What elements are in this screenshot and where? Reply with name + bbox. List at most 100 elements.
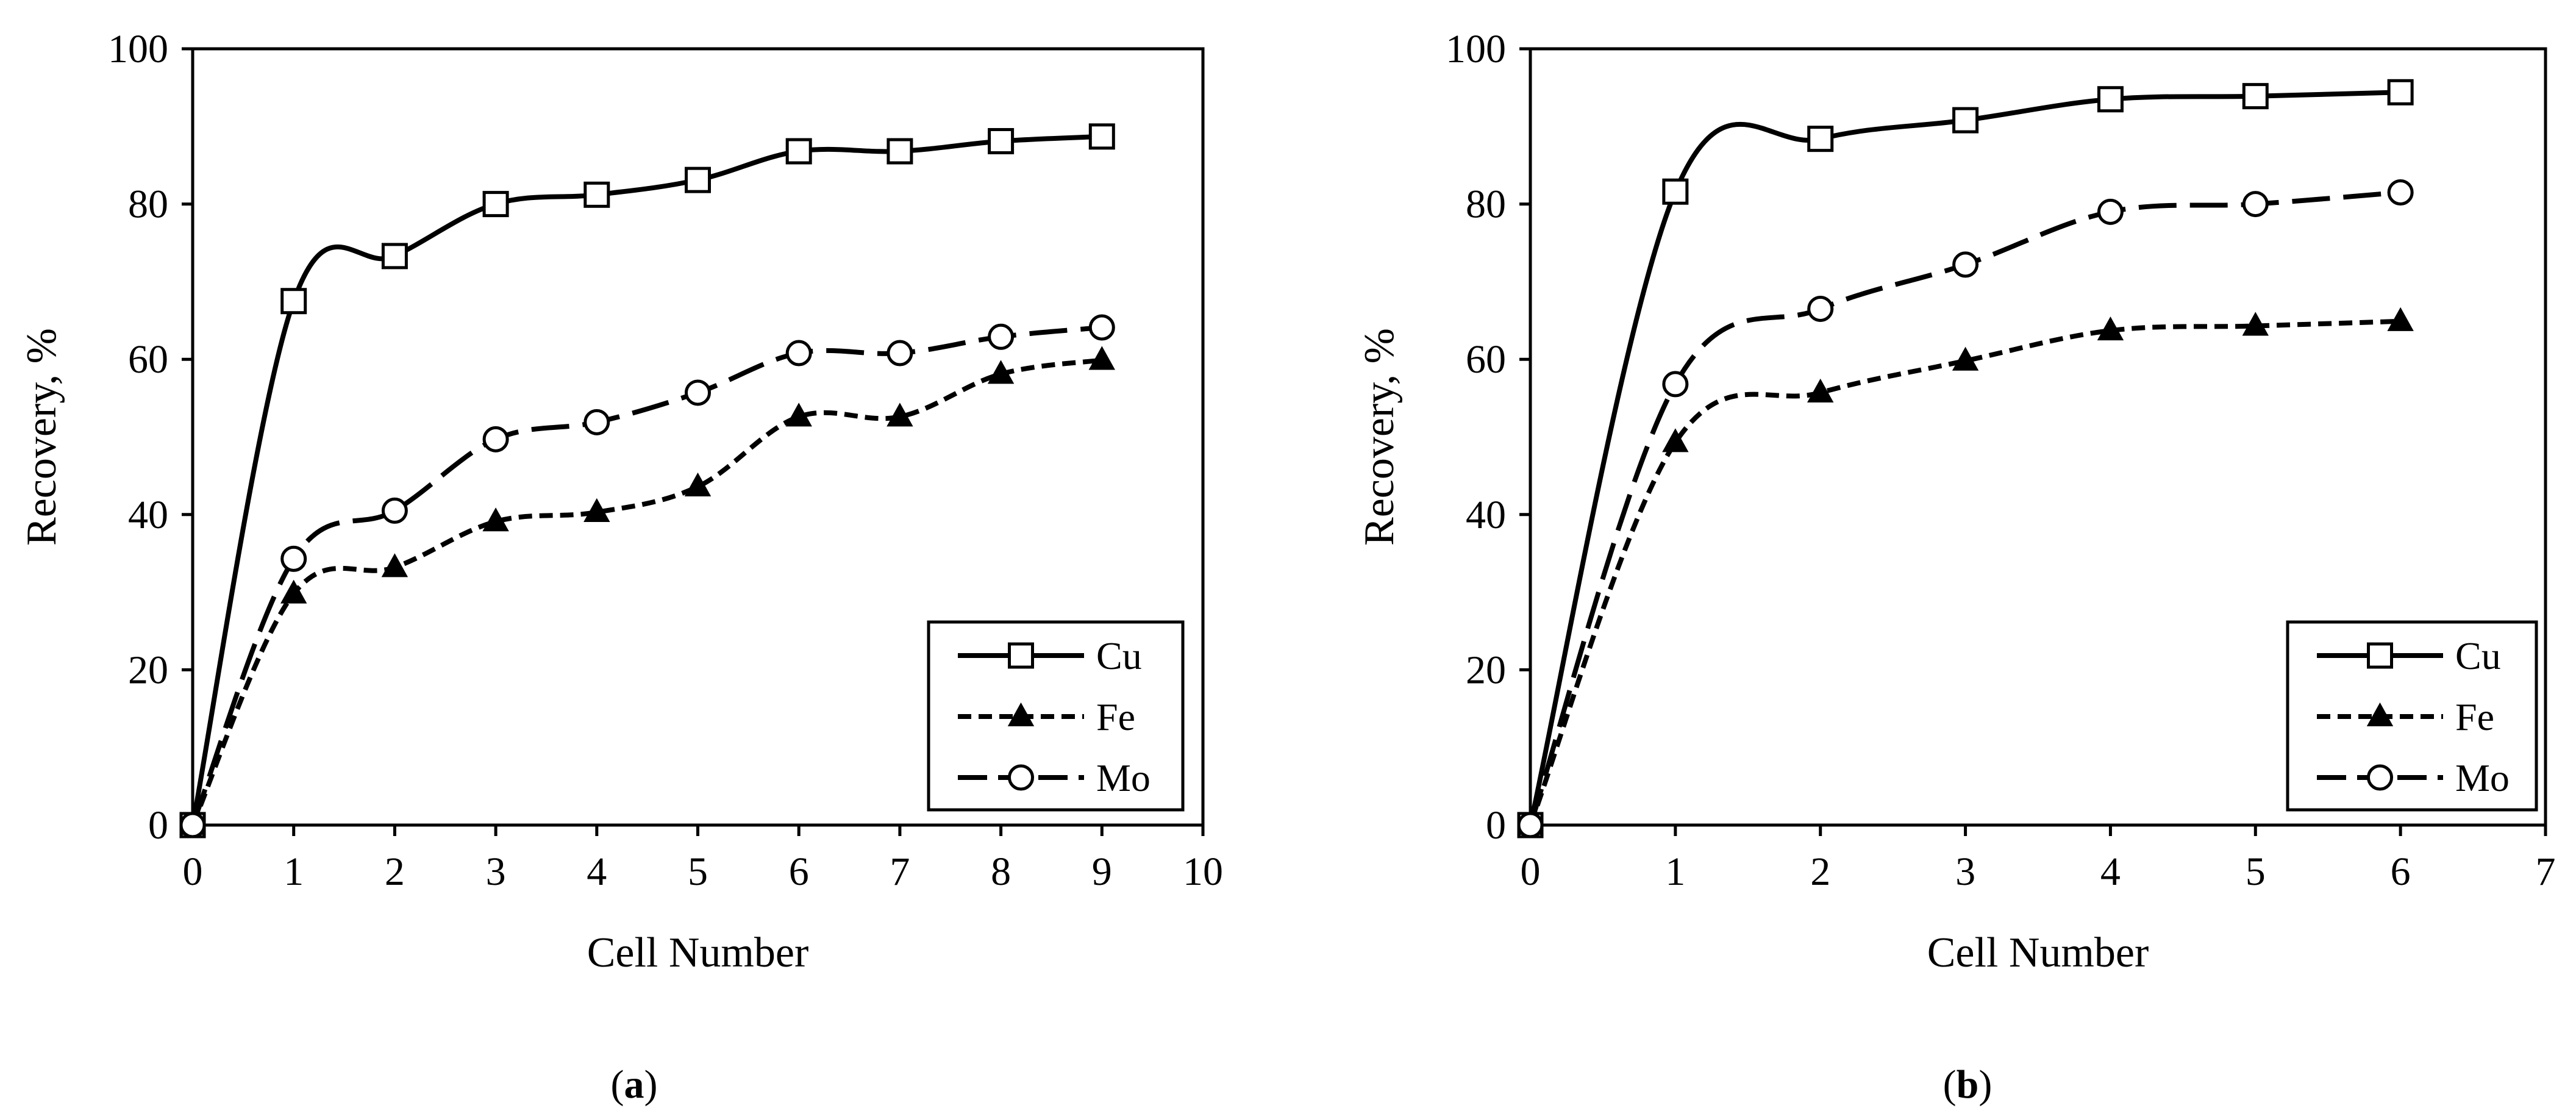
data-point-cu <box>2242 83 2269 110</box>
series-line-cu <box>190 134 1102 826</box>
legend-marker-fe <box>1007 702 1035 726</box>
x-tick-label: 0 <box>1521 849 1541 894</box>
data-point-cu <box>280 288 307 315</box>
legend-marker-mo <box>1008 764 1034 791</box>
panel-label: (b) <box>1943 1062 1993 1107</box>
data-point-cu <box>887 138 913 165</box>
data-point-mo <box>1088 314 1115 341</box>
data-point-fe <box>1662 428 1689 452</box>
data-point-mo <box>685 379 711 406</box>
series-line-fe <box>1528 318 2401 826</box>
panel-label: (a) <box>611 1062 658 1107</box>
data-point-mo <box>179 812 206 838</box>
data-point-fe <box>381 553 409 577</box>
data-point-mo <box>1807 295 1834 322</box>
y-tick-label: 20 <box>128 648 168 692</box>
y-tick-label: 0 <box>148 803 168 848</box>
data-point-mo <box>2242 191 2269 218</box>
x-tick-label: 6 <box>789 849 809 894</box>
x-tick-label: 5 <box>2246 849 2266 894</box>
data-point-fe <box>987 360 1015 384</box>
data-point-fe <box>1952 346 1979 371</box>
data-point-mo <box>280 545 307 572</box>
y-tick-label: 80 <box>1466 182 1506 227</box>
data-point-mo <box>2387 179 2414 206</box>
legend-label-mo: Mo <box>2455 756 2510 799</box>
y-tick-label: 0 <box>1486 803 1506 848</box>
series-line-cu <box>1528 90 2401 826</box>
x-tick-label: 2 <box>1810 849 1830 894</box>
y-axis-label: Recovery, % <box>1356 328 1403 546</box>
data-point-mo <box>583 409 610 435</box>
data-point-cu <box>785 138 812 165</box>
data-point-cu <box>1952 107 1979 134</box>
legend-marker-fe <box>2366 702 2394 726</box>
data-point-cu <box>482 191 509 218</box>
x-tick-label: 4 <box>587 849 607 894</box>
x-tick-label: 5 <box>688 849 708 894</box>
data-point-mo <box>1517 812 1544 838</box>
data-point-fe <box>2242 312 2269 336</box>
x-axis-label: Cell Number <box>1927 929 2149 976</box>
legend-label-fe: Fe <box>2455 695 2494 738</box>
legend-label-fe: Fe <box>1096 695 1135 738</box>
legend-marker-cu <box>2367 642 2393 669</box>
x-tick-label: 1 <box>1665 849 1685 894</box>
data-point-cu <box>1088 123 1115 150</box>
data-point-fe <box>1088 346 1115 370</box>
data-point-cu <box>583 181 610 208</box>
y-tick-label: 40 <box>128 493 168 537</box>
x-tick-label: 3 <box>486 849 506 894</box>
data-point-mo <box>482 426 509 452</box>
data-point-mo <box>1952 251 1979 278</box>
legend-label-cu: Cu <box>1096 634 1142 677</box>
data-point-mo <box>887 340 913 366</box>
x-tick-label: 3 <box>1955 849 1975 894</box>
x-axis-label: Cell Number <box>587 929 809 976</box>
data-point-fe <box>1807 378 1834 402</box>
legend-label-mo: Mo <box>1096 756 1151 799</box>
x-tick-label: 7 <box>2536 849 2556 894</box>
plot-frame <box>1529 47 2547 827</box>
data-point-cu <box>1807 126 1834 152</box>
x-tick-label: 8 <box>991 849 1011 894</box>
data-point-cu <box>685 166 711 193</box>
data-point-fe <box>684 472 712 496</box>
data-point-fe <box>482 507 509 532</box>
y-tick-label: 100 <box>108 27 168 71</box>
y-tick-label: 60 <box>1466 337 1506 382</box>
data-point-fe <box>2097 316 2124 341</box>
data-point-fe <box>785 402 812 427</box>
data-point-fe <box>2387 307 2414 331</box>
legend-marker-mo <box>2367 764 2393 791</box>
x-tick-label: 2 <box>385 849 405 894</box>
x-tick-label: 0 <box>183 849 203 894</box>
y-tick-label: 40 <box>1466 493 1506 537</box>
panel-label-letter: a <box>624 1062 644 1107</box>
y-axis-label: Recovery, % <box>18 328 65 546</box>
legend-marker-cu <box>1008 642 1034 669</box>
data-point-cu <box>2097 86 2124 113</box>
panel-label-letter: b <box>1957 1062 1979 1107</box>
data-point-fe <box>583 498 610 522</box>
data-point-mo <box>988 323 1015 350</box>
data-point-mo <box>785 340 812 366</box>
series-line-mo <box>1528 190 2401 826</box>
x-tick-label: 7 <box>890 849 910 894</box>
y-tick-label: 80 <box>128 182 168 227</box>
y-tick-label: 100 <box>1446 27 1506 71</box>
series-line-fe <box>190 357 1102 826</box>
x-tick-label: 6 <box>2391 849 2411 894</box>
y-tick-label: 20 <box>1466 648 1506 692</box>
y-tick-label: 60 <box>128 337 168 382</box>
data-point-fe <box>280 579 307 604</box>
data-point-mo <box>1662 371 1689 398</box>
data-point-cu <box>1662 178 1689 205</box>
data-point-cu <box>381 243 408 270</box>
x-tick-label: 9 <box>1092 849 1112 894</box>
x-tick-label: 10 <box>1183 849 1223 894</box>
legend-label-cu: Cu <box>2455 634 2501 677</box>
x-tick-label: 4 <box>2100 849 2121 894</box>
